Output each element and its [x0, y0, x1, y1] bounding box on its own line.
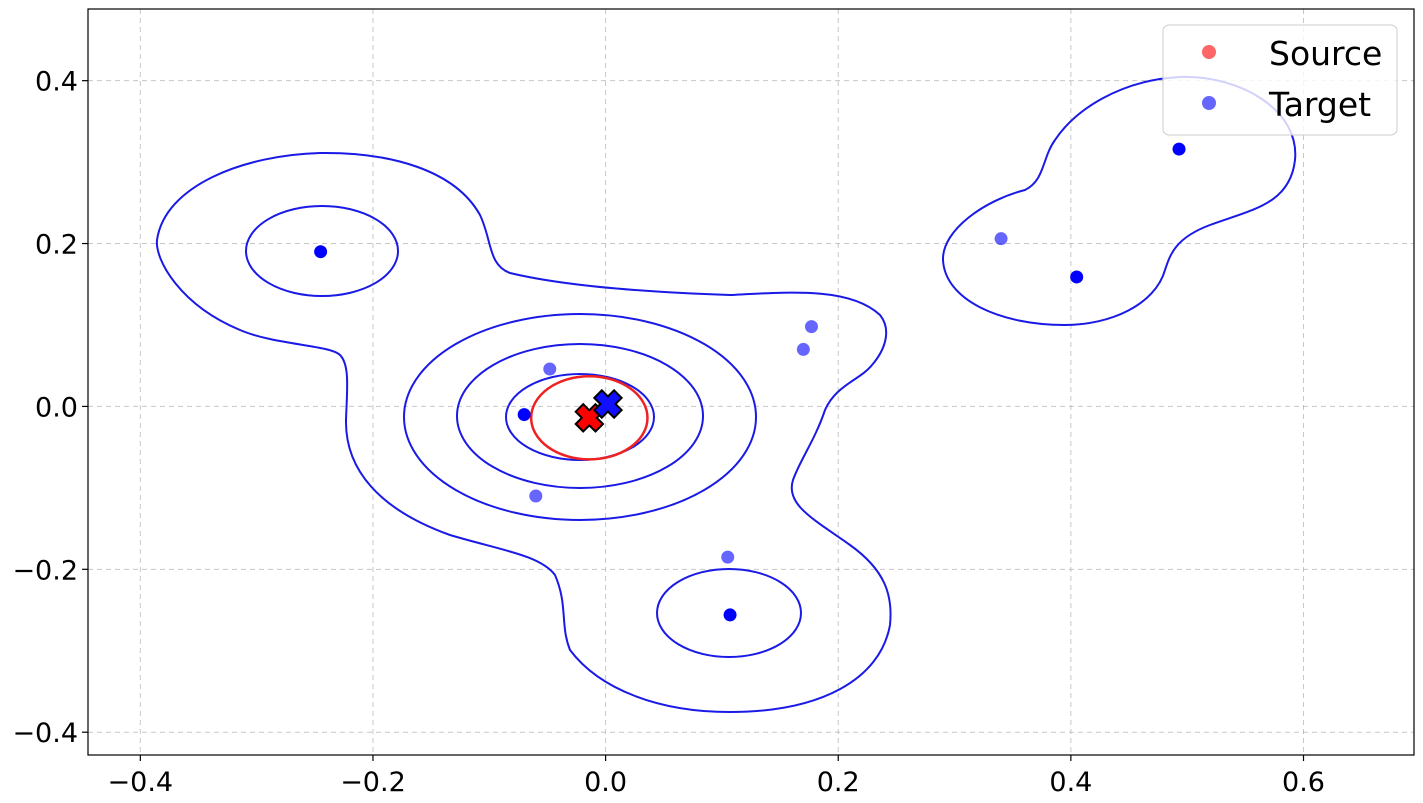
target-point [517, 408, 531, 422]
target-contour-center-1 [403, 313, 757, 521]
target-contour-left [245, 205, 399, 297]
plot-frame [87, 8, 1415, 756]
y-tick-label: 0.2 [35, 230, 78, 261]
y-tick-label: 0.0 [35, 392, 78, 423]
x-tick-label: 0.6 [1282, 767, 1325, 798]
x-tick-label: −0.2 [340, 767, 406, 798]
centroid-markers [574, 388, 624, 433]
centroid-marker-target [592, 388, 624, 420]
target-point [543, 362, 557, 376]
target-point [796, 342, 810, 356]
target-point [804, 320, 818, 334]
target-contour-center-2 [456, 343, 704, 489]
target-point [314, 245, 328, 259]
grid [88, 9, 1414, 755]
target-point [723, 608, 737, 622]
legend-marker-source [1202, 45, 1216, 59]
x-tick-label: 0.0 [584, 767, 627, 798]
target-point [1070, 270, 1084, 284]
target-contour-outer-main [155, 151, 892, 714]
x-tick-label: −0.4 [108, 767, 174, 798]
legend-label-source: Source [1269, 34, 1382, 73]
y-tick-label: −0.2 [12, 555, 78, 586]
target-point [529, 489, 543, 503]
target-point [721, 550, 735, 564]
y-tick-label: −0.4 [12, 718, 78, 749]
legend-marker-target [1202, 96, 1216, 110]
target-point [994, 232, 1008, 246]
x-tick-label: 0.2 [817, 767, 860, 798]
target-points [314, 142, 1186, 622]
legend: Source Target [1162, 24, 1398, 136]
target-contour-bottom [656, 568, 802, 658]
legend-label-target: Target [1268, 85, 1371, 124]
legend-box [1162, 24, 1398, 136]
y-tick-label: 0.4 [35, 67, 78, 98]
target-contour-outer-right [941, 75, 1297, 327]
source-density-contour [529, 375, 649, 461]
x-tick-label: 0.4 [1049, 767, 1092, 798]
target-point [1172, 142, 1186, 156]
axis-ticks: −0.4 −0.2 0.0 0.2 0.4 0.6 −0.4 −0.2 0.0 0.2 0.4 [12, 67, 1325, 798]
